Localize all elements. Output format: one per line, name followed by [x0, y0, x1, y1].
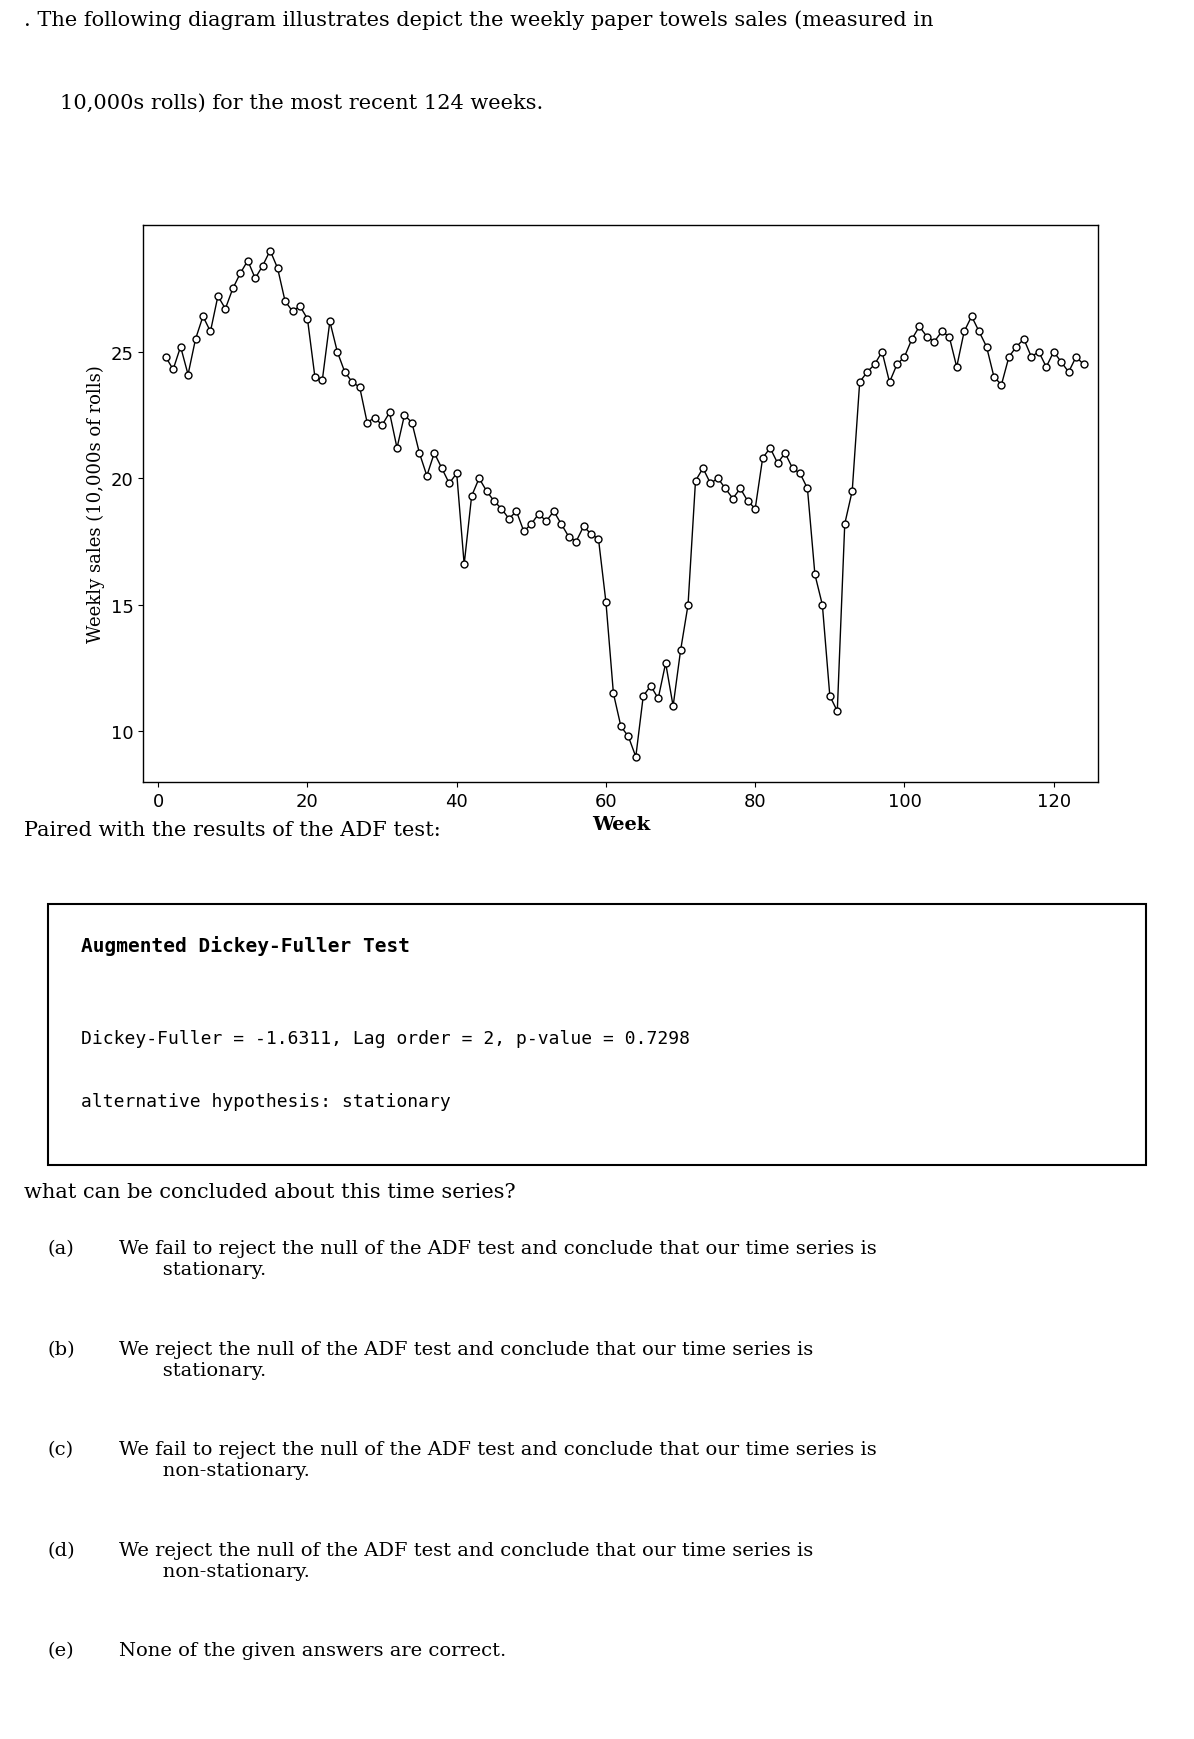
Text: Augmented Dickey-Fuller Test: Augmented Dickey-Fuller Test [81, 936, 410, 955]
Text: (a): (a) [48, 1240, 74, 1257]
Text: (d): (d) [48, 1541, 75, 1558]
Text: Paired with the results of the ADF test:: Paired with the results of the ADF test: [24, 821, 441, 840]
Text: We reject the null of the ADF test and conclude that our time series is
       n: We reject the null of the ADF test and c… [119, 1541, 813, 1579]
Text: . The following diagram illustrates depict the weekly paper towels sales (measur: . The following diagram illustrates depi… [24, 10, 934, 30]
Text: what can be concluded about this time series?: what can be concluded about this time se… [24, 1183, 516, 1202]
Text: alternative hypothesis: stationary: alternative hypothesis: stationary [81, 1092, 450, 1109]
Text: (c): (c) [48, 1440, 74, 1459]
FancyBboxPatch shape [48, 904, 1146, 1165]
Text: (e): (e) [48, 1642, 74, 1659]
Text: 10,000s rolls) for the most recent 124 weeks.: 10,000s rolls) for the most recent 124 w… [60, 94, 543, 113]
Text: We fail to reject the null of the ADF test and conclude that our time series is
: We fail to reject the null of the ADF te… [119, 1440, 878, 1480]
Y-axis label: Weekly sales (10,000s of rolls): Weekly sales (10,000s of rolls) [87, 365, 105, 643]
X-axis label: Week: Week [592, 816, 650, 833]
Text: We reject the null of the ADF test and conclude that our time series is
       s: We reject the null of the ADF test and c… [119, 1341, 813, 1379]
Text: (b): (b) [48, 1341, 75, 1358]
Text: We fail to reject the null of the ADF test and conclude that our time series is
: We fail to reject the null of the ADF te… [119, 1240, 878, 1278]
Text: None of the given answers are correct.: None of the given answers are correct. [119, 1642, 506, 1659]
Text: Dickey-Fuller = -1.6311, Lag order = 2, p-value = 0.7298: Dickey-Fuller = -1.6311, Lag order = 2, … [81, 1029, 690, 1047]
